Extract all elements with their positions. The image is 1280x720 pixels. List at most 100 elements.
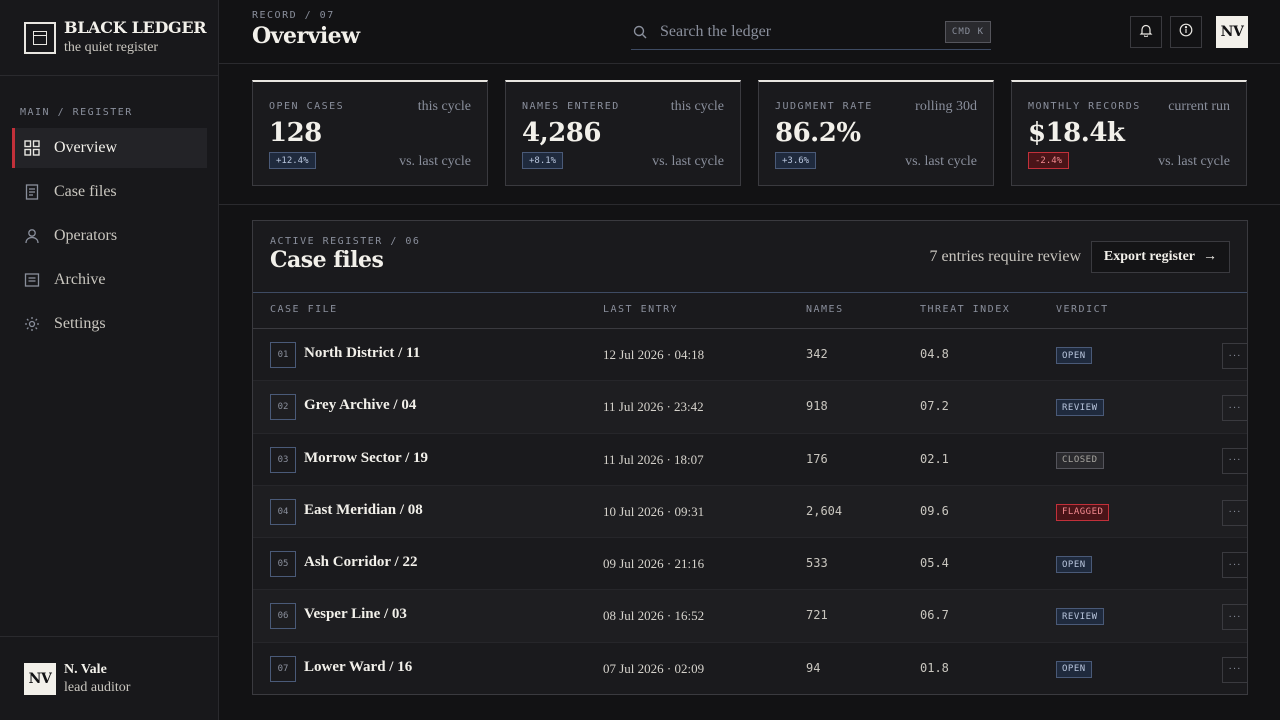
sidebar-item-archive[interactable]: Archive xyxy=(12,260,207,300)
more-actions-button[interactable]: ··· xyxy=(1222,656,1247,683)
brand[interactable]: BLACK LEDGER the quiet register xyxy=(0,0,218,76)
more-actions-button[interactable]: ··· xyxy=(1222,499,1247,526)
header-avatar[interactable]: NV xyxy=(1216,16,1248,48)
keyboard-shortcut: CMD K xyxy=(944,21,991,43)
last-entry: 09 Jul 2026 · 21:16 xyxy=(603,556,705,572)
names-count: 2,604 xyxy=(806,503,843,518)
stat-value: 128 xyxy=(269,118,322,148)
more-actions-button[interactable]: ··· xyxy=(1222,395,1247,422)
names-count: 918 xyxy=(806,399,828,414)
more-actions-button[interactable]: ··· xyxy=(1222,343,1247,369)
sidebar-item-case-files[interactable]: Case files xyxy=(12,172,207,212)
threat-index: 09.6 xyxy=(920,503,949,518)
sidebar-item-overview[interactable]: Overview xyxy=(12,128,207,168)
table-row[interactable]: 07 Lower Ward / 16 07 Jul 2026 · 02:09 9… xyxy=(253,643,1247,694)
case-files-panel: ACTIVE REGISTER / 06 Case files 7 entrie… xyxy=(252,220,1248,695)
last-entry: 12 Jul 2026 · 04:18 xyxy=(603,347,705,362)
row-index: 02 xyxy=(270,394,296,421)
ellipsis-icon: ··· xyxy=(1228,402,1242,414)
names-count: 176 xyxy=(806,451,828,466)
last-entry: 11 Jul 2026 · 23:42 xyxy=(603,399,704,415)
stat-value: 4,286 xyxy=(522,118,601,148)
user-role: lead auditor xyxy=(64,679,131,695)
sidebar-item-operators[interactable]: Operators xyxy=(12,216,207,256)
stat-value: 86.2% xyxy=(775,118,861,148)
stat-compare: vs. last cycle xyxy=(652,154,724,169)
sidebar-item-settings[interactable]: Settings xyxy=(12,304,207,344)
sidebar-item-label: Operators xyxy=(54,227,118,244)
table-row[interactable]: 03 Morrow Sector / 19 11 Jul 2026 · 18:0… xyxy=(253,434,1247,486)
verdict-badge: OPEN xyxy=(1056,347,1092,364)
names-count: 721 xyxy=(806,608,828,623)
info-button[interactable] xyxy=(1170,16,1202,48)
arrow-right-icon: → xyxy=(1203,249,1217,264)
verdict-badge: FLAGGED xyxy=(1056,503,1110,521)
stat-card-open-cases[interactable]: OPEN CASES this cycle 128 +12.4% vs. las… xyxy=(252,80,488,186)
more-actions-button[interactable]: ··· xyxy=(1222,447,1247,474)
top-header: RECORD / 07 Overview CMD K NV xyxy=(219,0,1280,64)
search-input[interactable] xyxy=(660,22,930,41)
stats-row: OPEN CASES this cycle 128 +12.4% vs. las… xyxy=(219,65,1280,205)
sidebar-item-label: Case files xyxy=(54,183,117,200)
column-header[interactable]: LAST ENTRY xyxy=(603,304,679,315)
column-header[interactable]: VERDICT xyxy=(1056,304,1109,315)
verdict-badge: OPEN xyxy=(1056,556,1092,574)
row-index: 01 xyxy=(270,342,296,368)
ellipsis-icon: ··· xyxy=(1228,559,1242,571)
case-name[interactable]: North District / 11 xyxy=(304,345,421,361)
stat-compare: vs. last cycle xyxy=(905,154,977,169)
review-count: 7 entries require review xyxy=(929,248,1081,265)
table-row[interactable]: 06 Vesper Line / 03 08 Jul 2026 · 16:52 … xyxy=(253,590,1247,643)
stat-card-judgment-rate[interactable]: JUDGMENT RATE rolling 30d 86.2% +3.6% vs… xyxy=(758,80,994,186)
case-name[interactable]: Vesper Line / 03 xyxy=(304,606,407,623)
verdict-badge: REVIEW xyxy=(1056,608,1104,626)
user-icon xyxy=(24,228,40,244)
more-actions-button[interactable]: ··· xyxy=(1222,552,1247,579)
panel-breadcrumb: ACTIVE REGISTER / 06 xyxy=(270,236,421,247)
more-actions-button[interactable]: ··· xyxy=(1222,604,1247,631)
stat-card-monthly-records[interactable]: MONTHLY RECORDS current run $18.4k -2.4%… xyxy=(1011,80,1247,186)
table-row[interactable]: 02 Grey Archive / 04 11 Jul 2026 · 23:42… xyxy=(253,381,1247,434)
ellipsis-icon: ··· xyxy=(1228,455,1242,467)
threat-index: 01.8 xyxy=(920,660,949,675)
page-title: Overview xyxy=(252,23,360,49)
table-body: 01 North District / 11 12 Jul 2026 · 04:… xyxy=(253,329,1247,694)
table-row[interactable]: 01 North District / 11 12 Jul 2026 · 04:… xyxy=(253,329,1247,382)
case-name[interactable]: Lower Ward / 16 xyxy=(304,658,413,675)
sidebar-item-label: Archive xyxy=(54,271,106,288)
stat-period: current run xyxy=(1168,99,1230,114)
panel-title: Case files xyxy=(270,247,384,273)
row-index: 06 xyxy=(270,603,296,630)
nav-heading: MAIN / REGISTER xyxy=(20,107,133,118)
stat-label: MONTHLY RECORDS xyxy=(1028,101,1141,112)
table-row[interactable]: 05 Ash Corridor / 22 09 Jul 2026 · 21:16… xyxy=(253,538,1247,591)
sidebar-nav: Overview Case files Operators Archive Se… xyxy=(12,128,207,348)
case-name[interactable]: Ash Corridor / 22 xyxy=(304,554,418,571)
user-profile[interactable]: NV N. Vale lead auditor xyxy=(0,636,218,720)
ellipsis-icon: ··· xyxy=(1228,611,1242,623)
case-name[interactable]: Morrow Sector / 19 xyxy=(304,449,428,466)
column-header[interactable]: NAMES xyxy=(806,304,844,315)
stat-label: NAMES ENTERED xyxy=(522,101,620,112)
stat-label: JUDGMENT RATE xyxy=(775,101,873,112)
stat-compare: vs. last cycle xyxy=(399,154,471,169)
stat-card-names-entered[interactable]: NAMES ENTERED this cycle 4,286 +8.1% vs.… xyxy=(505,80,741,186)
case-name[interactable]: East Meridian / 08 xyxy=(304,501,423,518)
brand-subtitle: the quiet register xyxy=(64,39,159,55)
last-entry: 11 Jul 2026 · 18:07 xyxy=(603,451,704,467)
case-name[interactable]: Grey Archive / 04 xyxy=(304,397,417,414)
column-header[interactable]: THREAT INDEX xyxy=(920,304,1011,315)
table-row[interactable]: 04 East Meridian / 08 10 Jul 2026 · 09:3… xyxy=(253,485,1247,539)
sidebar-item-label: Settings xyxy=(54,315,106,332)
notifications-button[interactable] xyxy=(1130,16,1162,48)
export-register-button[interactable]: Export register → xyxy=(1090,241,1230,273)
panel-header: ACTIVE REGISTER / 06 Case files 7 entrie… xyxy=(253,221,1247,293)
breadcrumb: RECORD / 07 xyxy=(252,10,335,21)
threat-index: 05.4 xyxy=(920,556,949,571)
column-header[interactable]: CASE FILE xyxy=(270,304,338,315)
threat-index: 07.2 xyxy=(920,399,949,414)
archive-icon xyxy=(24,272,40,288)
bell-icon xyxy=(1139,23,1153,42)
stat-compare: vs. last cycle xyxy=(1158,154,1230,169)
stat-delta-badge: +8.1% xyxy=(522,152,564,169)
